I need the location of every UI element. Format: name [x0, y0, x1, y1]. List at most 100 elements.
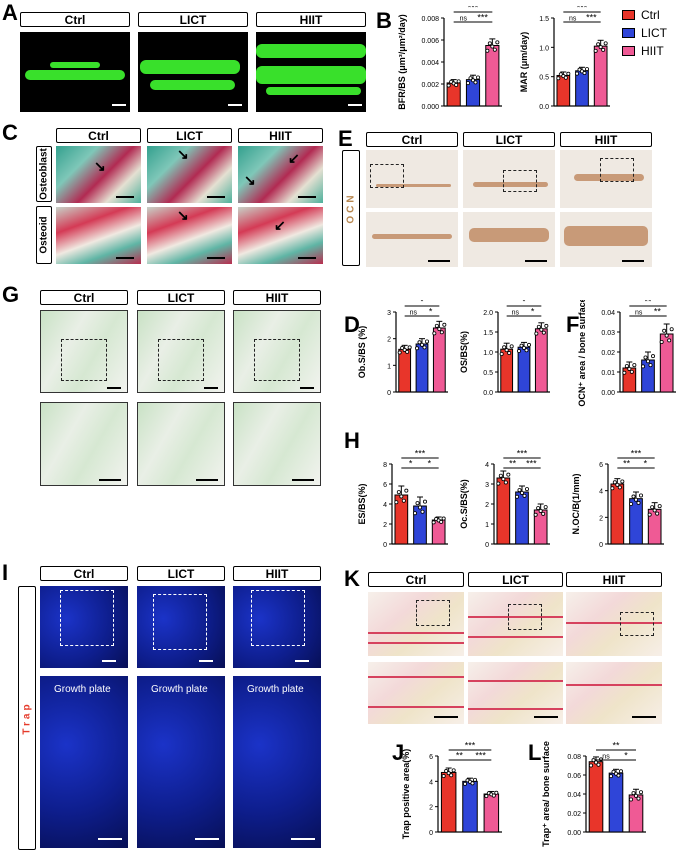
data-point — [639, 790, 644, 795]
y-tick-label: 0.002 — [421, 82, 439, 89]
legend-label-hiit: HIIT — [641, 44, 664, 58]
data-point — [662, 328, 667, 333]
y-tick-label: 0.008 — [421, 16, 439, 23]
c-header-hiit: HIIT — [238, 128, 323, 143]
y-tick-label: 1.0 — [539, 45, 549, 52]
i-image-top-lict — [137, 586, 225, 668]
legend-hiit: HIIT — [622, 44, 664, 58]
data-point — [629, 797, 634, 802]
panel-label-a: A — [2, 0, 18, 25]
data-point — [575, 71, 580, 76]
y-tick-label: 2 — [485, 502, 489, 509]
significance-label: * — [420, 300, 424, 307]
a-header-hiit: HIIT — [256, 12, 366, 27]
data-point — [566, 71, 571, 76]
arrow-icon: ↘ — [94, 158, 106, 174]
data-point — [401, 498, 406, 503]
y-tick-label: 0.00 — [601, 390, 615, 397]
data-point — [394, 500, 399, 505]
g-image-top-hiit — [233, 310, 321, 393]
y-tick-label: 0.00 — [567, 830, 581, 837]
bar-hiit — [432, 327, 446, 393]
bar-lict — [517, 346, 531, 393]
data-point — [423, 499, 428, 504]
arrow-icon: ↘ — [177, 146, 189, 162]
y-tick-label: 3 — [485, 482, 489, 489]
arrow-icon: ↙ — [274, 217, 286, 233]
data-point — [527, 342, 532, 347]
data-point — [634, 793, 639, 798]
y-axis-title: MAR (μm/day) — [519, 32, 529, 93]
y-tick-label: 4 — [429, 779, 433, 786]
panel-label-b: B — [376, 8, 392, 33]
data-point — [503, 480, 508, 485]
y-tick-label: 0.02 — [567, 811, 581, 818]
data-point — [492, 47, 497, 52]
panel-label-g: G — [2, 282, 20, 307]
arrow-icon: ↙ — [288, 150, 300, 166]
significance-label: ns — [410, 310, 418, 317]
data-point — [396, 490, 401, 495]
legend-swatch-lict — [622, 28, 635, 38]
bar-ctrl — [588, 761, 604, 833]
data-point — [400, 346, 405, 351]
i-side-label: Trap — [18, 586, 36, 850]
data-point — [634, 497, 639, 502]
e-image-zoom-lict — [463, 212, 555, 267]
data-point — [417, 340, 422, 345]
data-point — [603, 41, 608, 46]
i-image-zoom-hiit: Growth plate — [233, 676, 321, 848]
g-header-lict: LICT — [137, 290, 225, 305]
significance-label: *** — [465, 741, 476, 751]
significance-label: *** — [526, 459, 537, 469]
g-image-top-ctrl — [40, 310, 128, 393]
data-point — [617, 485, 622, 490]
y-tick-label: 1.5 — [483, 330, 493, 337]
legend-label-lict: LICT — [641, 26, 668, 40]
data-point — [652, 508, 657, 513]
bar-hiit — [534, 328, 548, 393]
data-point — [501, 477, 506, 482]
data-point — [422, 345, 427, 350]
significance-label: * — [429, 307, 433, 317]
data-point — [616, 773, 621, 778]
c-image-osteoid-hiit: ↙ — [238, 207, 323, 264]
significance-label: * — [522, 300, 526, 307]
data-point — [659, 340, 664, 345]
a-image-hiit — [256, 32, 366, 112]
y-tick-label: 1 — [387, 363, 391, 370]
c-header-lict: LICT — [147, 128, 232, 143]
significance-label: ** — [509, 459, 517, 469]
data-point — [415, 346, 420, 351]
i-header-lict: LICT — [137, 566, 225, 581]
y-tick-label: 0.03 — [601, 330, 615, 337]
y-tick-label: 2 — [429, 805, 433, 812]
data-point — [636, 796, 641, 801]
e-image-zoom-hiit — [560, 212, 652, 267]
data-point — [533, 512, 538, 517]
data-point — [418, 505, 423, 510]
data-point — [495, 40, 500, 45]
y-axis-title: OS/BS(%) — [459, 331, 469, 373]
significance-label: *** — [415, 450, 426, 459]
c-image-osteoblast-lict: ↘ — [147, 146, 232, 203]
y-tick-label: 0 — [383, 542, 387, 549]
k-header-lict: LICT — [468, 572, 563, 587]
y-tick-label: 1.5 — [539, 16, 549, 23]
chart-os-bs: 0.00.51.01.52.0OS/BS(%)*ns * — [459, 300, 550, 397]
data-point — [534, 331, 539, 336]
bar-ctrl — [398, 348, 412, 393]
data-point — [615, 482, 620, 487]
data-point — [496, 481, 501, 486]
significance-label: ** — [456, 751, 464, 761]
y-tick-label: 2 — [599, 515, 603, 522]
chart-ocn-area: 0.00 0.01 0.02 0.03 0.04 OCN⁺ area / bone sur… — [577, 300, 676, 407]
significance-label: ** — [654, 307, 662, 317]
y-tick-label: 0 — [387, 390, 391, 397]
data-point — [502, 345, 507, 350]
c-row-label-osteoblast: Osteoblast — [36, 146, 52, 202]
data-point — [589, 763, 594, 768]
bar-lict — [415, 343, 429, 393]
